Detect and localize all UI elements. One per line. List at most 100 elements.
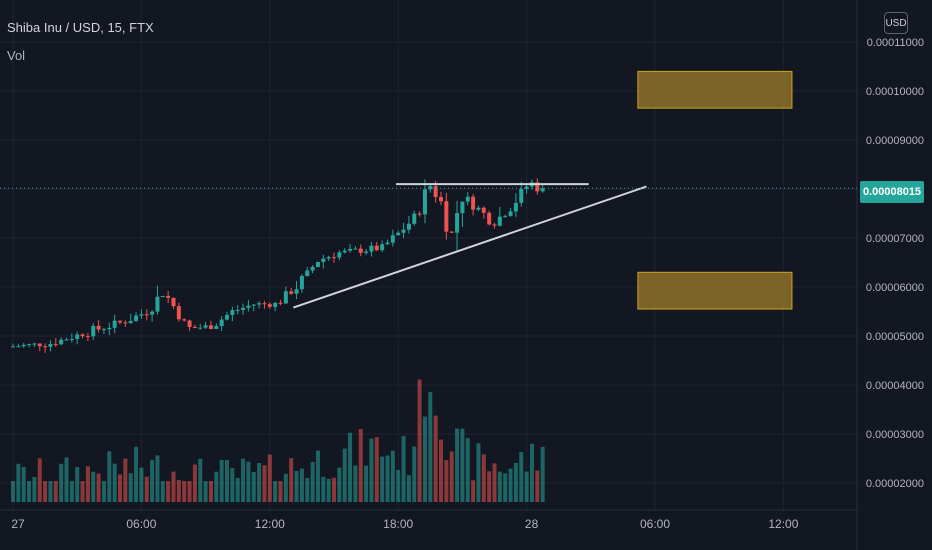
candle-body (326, 257, 331, 259)
volume-bar (37, 458, 42, 502)
candle-body (374, 245, 379, 251)
volume-bar (171, 471, 176, 502)
grid-lines (0, 0, 858, 550)
volume-bar (251, 471, 256, 502)
candle-body (422, 189, 427, 215)
candle-body (417, 213, 422, 215)
candle-body (208, 325, 213, 329)
annotation-zones[interactable] (637, 70, 793, 310)
volume-bar (374, 437, 379, 502)
volume-bar (487, 471, 492, 502)
volume-bar (267, 454, 272, 502)
y-tick-label: 0.00004000 (866, 380, 924, 392)
candle-body (64, 339, 69, 341)
volume-bar (439, 439, 443, 502)
drawn-lines[interactable] (293, 183, 647, 309)
candle-body (112, 320, 117, 328)
candle-body (396, 232, 401, 236)
candle-body (364, 251, 369, 253)
volume-bar (123, 458, 128, 502)
candle-body (139, 314, 144, 316)
volume-bar (203, 481, 208, 502)
volume-bar (455, 428, 460, 502)
volume-bar (315, 450, 320, 502)
volume-bar (91, 471, 96, 502)
volume-bar (230, 468, 235, 502)
candle-body (214, 325, 219, 329)
candle-body (241, 307, 246, 310)
candle-body (11, 346, 15, 348)
volume-bar (182, 481, 187, 502)
volume-bar (128, 473, 133, 502)
volume-bar (476, 443, 481, 502)
candle-body (439, 197, 443, 202)
volume-bar (262, 465, 267, 502)
volume-bar (101, 481, 106, 502)
candle-body (187, 320, 192, 327)
current-price-badge: 0.00008015 (860, 181, 924, 203)
volume-bar (96, 473, 101, 502)
axis-labels: 0.000110000.000100000.000090000.00008000… (11, 37, 924, 531)
candle-body (305, 270, 310, 276)
candle-body (107, 327, 112, 330)
candle-body (535, 182, 540, 192)
candle-body (32, 343, 37, 345)
candle-body (390, 235, 395, 243)
y-tick-label: 0.00009000 (866, 135, 924, 147)
candle-body (406, 223, 411, 230)
volume-bar (465, 438, 470, 502)
volume-bar (235, 477, 240, 502)
volume-bar (278, 481, 283, 502)
volume-bar (444, 460, 449, 502)
candle-body (513, 202, 518, 212)
volume-bar (75, 466, 80, 502)
candle-body (332, 257, 336, 259)
y-tick-label: 0.00002000 (866, 478, 924, 490)
volume-bar (481, 454, 486, 502)
volume-bar (497, 471, 502, 502)
volume-bar (294, 470, 299, 502)
volume-bar (283, 473, 288, 502)
candle-body (412, 213, 417, 224)
candle-body (225, 314, 229, 320)
x-tick-label: 27 (11, 517, 25, 531)
volume-bar (428, 392, 433, 502)
volume-bar (53, 481, 58, 502)
x-tick-label: 12:00 (255, 517, 285, 531)
candle-body (53, 344, 58, 346)
target-zone (637, 271, 793, 310)
volume-bar (118, 474, 122, 502)
volume-bar (513, 462, 518, 502)
volume-bar (492, 463, 497, 502)
candle-body (21, 344, 26, 347)
candle-body (144, 314, 149, 316)
volume-bar (214, 471, 219, 502)
candle-body (192, 326, 197, 329)
volume-bar (540, 446, 545, 502)
x-tick-label: 06:00 (640, 517, 670, 531)
candle-body (385, 242, 390, 245)
candle-body (428, 186, 433, 190)
volume-bar (192, 464, 197, 502)
symbol-title[interactable]: Shiba Inu / USD, 15, FTX (7, 20, 154, 35)
candle-body (118, 320, 122, 323)
volume-bar (471, 480, 476, 502)
volume-bar (176, 479, 181, 502)
x-tick-label: 06:00 (126, 517, 156, 531)
candle-body (433, 186, 438, 198)
candle-body (273, 302, 278, 307)
currency-button[interactable]: USD (884, 12, 908, 34)
x-tick-label: 18:00 (383, 517, 413, 531)
candle-body (235, 309, 240, 311)
volume-indicator-label[interactable]: Vol (7, 48, 26, 63)
candlesticks (11, 178, 545, 353)
candle-body (134, 315, 139, 322)
volume-bar (43, 481, 48, 502)
candle-body (160, 296, 165, 298)
volume-bar (27, 481, 32, 502)
candle-body (524, 186, 529, 189)
candle-body (540, 188, 545, 192)
volume-bar (59, 463, 64, 502)
volume-bar (535, 470, 540, 502)
